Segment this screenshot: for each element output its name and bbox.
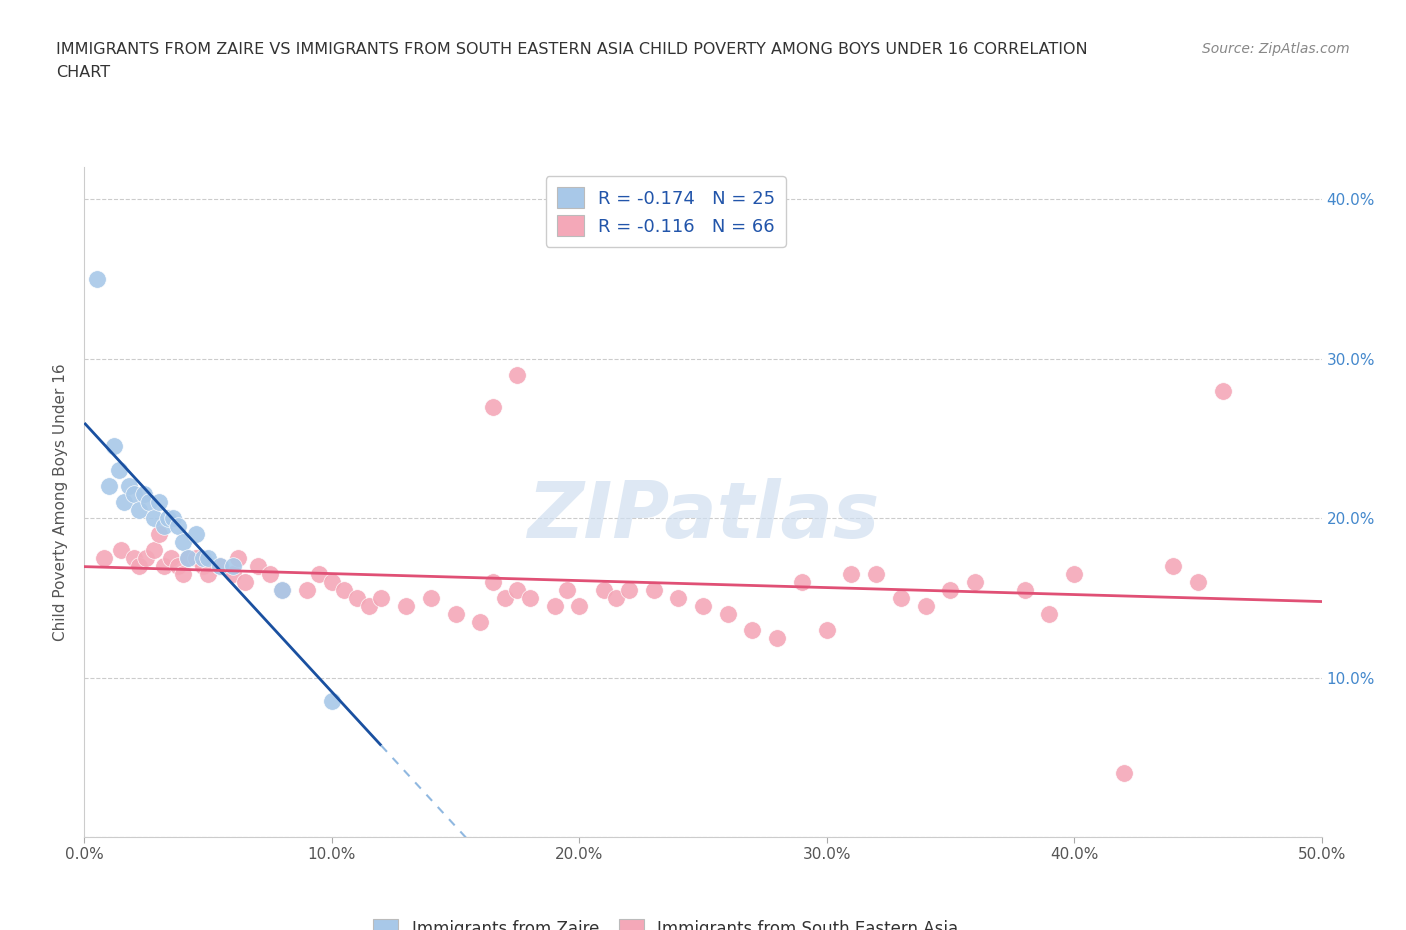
Point bbox=[519, 591, 541, 605]
Point bbox=[177, 551, 200, 565]
Point bbox=[890, 591, 912, 605]
Point bbox=[148, 526, 170, 541]
Point bbox=[1212, 383, 1234, 398]
Point bbox=[617, 582, 640, 597]
Point bbox=[122, 551, 145, 565]
Point bbox=[666, 591, 689, 605]
Point bbox=[346, 591, 368, 605]
Point bbox=[321, 575, 343, 590]
Point bbox=[167, 559, 190, 574]
Point bbox=[138, 495, 160, 510]
Point bbox=[1187, 575, 1209, 590]
Point bbox=[128, 503, 150, 518]
Point bbox=[122, 486, 145, 501]
Point bbox=[184, 551, 207, 565]
Point bbox=[209, 559, 232, 574]
Point bbox=[939, 582, 962, 597]
Point bbox=[605, 591, 627, 605]
Point bbox=[197, 551, 219, 565]
Point bbox=[172, 566, 194, 581]
Point bbox=[1161, 559, 1184, 574]
Point bbox=[172, 535, 194, 550]
Point bbox=[167, 519, 190, 534]
Point bbox=[395, 598, 418, 613]
Point bbox=[494, 591, 516, 605]
Point bbox=[142, 542, 165, 557]
Point bbox=[157, 511, 180, 525]
Point bbox=[86, 272, 108, 286]
Point bbox=[162, 511, 184, 525]
Point bbox=[444, 606, 467, 621]
Point bbox=[333, 582, 356, 597]
Point bbox=[128, 559, 150, 574]
Point bbox=[191, 551, 214, 565]
Point bbox=[1063, 566, 1085, 581]
Point bbox=[543, 598, 565, 613]
Point bbox=[1112, 765, 1135, 780]
Point bbox=[643, 582, 665, 597]
Point bbox=[152, 519, 174, 534]
Point bbox=[110, 542, 132, 557]
Point bbox=[197, 566, 219, 581]
Y-axis label: Child Poverty Among Boys Under 16: Child Poverty Among Boys Under 16 bbox=[53, 364, 69, 641]
Point bbox=[118, 479, 141, 494]
Point bbox=[470, 615, 492, 630]
Point bbox=[370, 591, 392, 605]
Point bbox=[132, 486, 155, 501]
Point bbox=[914, 598, 936, 613]
Point bbox=[135, 551, 157, 565]
Point bbox=[271, 582, 294, 597]
Point bbox=[246, 559, 269, 574]
Point bbox=[222, 566, 245, 581]
Point bbox=[790, 575, 813, 590]
Point bbox=[184, 526, 207, 541]
Point bbox=[112, 495, 135, 510]
Point bbox=[271, 582, 294, 597]
Point bbox=[741, 622, 763, 637]
Point bbox=[865, 566, 887, 581]
Point bbox=[481, 575, 503, 590]
Point bbox=[321, 694, 343, 709]
Point bbox=[357, 598, 380, 613]
Point bbox=[766, 631, 789, 645]
Point bbox=[259, 566, 281, 581]
Point bbox=[568, 598, 591, 613]
Point bbox=[295, 582, 318, 597]
Text: Source: ZipAtlas.com: Source: ZipAtlas.com bbox=[1202, 42, 1350, 56]
Point bbox=[160, 551, 183, 565]
Point bbox=[506, 582, 529, 597]
Point bbox=[965, 575, 987, 590]
Point bbox=[98, 479, 121, 494]
Point bbox=[222, 559, 245, 574]
Point bbox=[506, 367, 529, 382]
Point bbox=[191, 559, 214, 574]
Point bbox=[152, 559, 174, 574]
Point bbox=[209, 559, 232, 574]
Point bbox=[815, 622, 838, 637]
Point bbox=[481, 399, 503, 414]
Point bbox=[593, 582, 616, 597]
Text: IMMIGRANTS FROM ZAIRE VS IMMIGRANTS FROM SOUTH EASTERN ASIA CHILD POVERTY AMONG : IMMIGRANTS FROM ZAIRE VS IMMIGRANTS FROM… bbox=[56, 42, 1088, 57]
Point bbox=[692, 598, 714, 613]
Point bbox=[1014, 582, 1036, 597]
Point bbox=[717, 606, 740, 621]
Point bbox=[142, 511, 165, 525]
Text: CHART: CHART bbox=[56, 65, 110, 80]
Point bbox=[148, 495, 170, 510]
Point bbox=[1038, 606, 1060, 621]
Point bbox=[108, 463, 131, 478]
Legend: Immigrants from Zaire, Immigrants from South Eastern Asia: Immigrants from Zaire, Immigrants from S… bbox=[367, 912, 965, 930]
Point bbox=[226, 551, 249, 565]
Point bbox=[841, 566, 863, 581]
Point bbox=[308, 566, 330, 581]
Point bbox=[555, 582, 578, 597]
Point bbox=[93, 551, 115, 565]
Point bbox=[419, 591, 441, 605]
Point bbox=[233, 575, 256, 590]
Point bbox=[177, 551, 200, 565]
Text: ZIPatlas: ZIPatlas bbox=[527, 478, 879, 553]
Point bbox=[103, 439, 125, 454]
